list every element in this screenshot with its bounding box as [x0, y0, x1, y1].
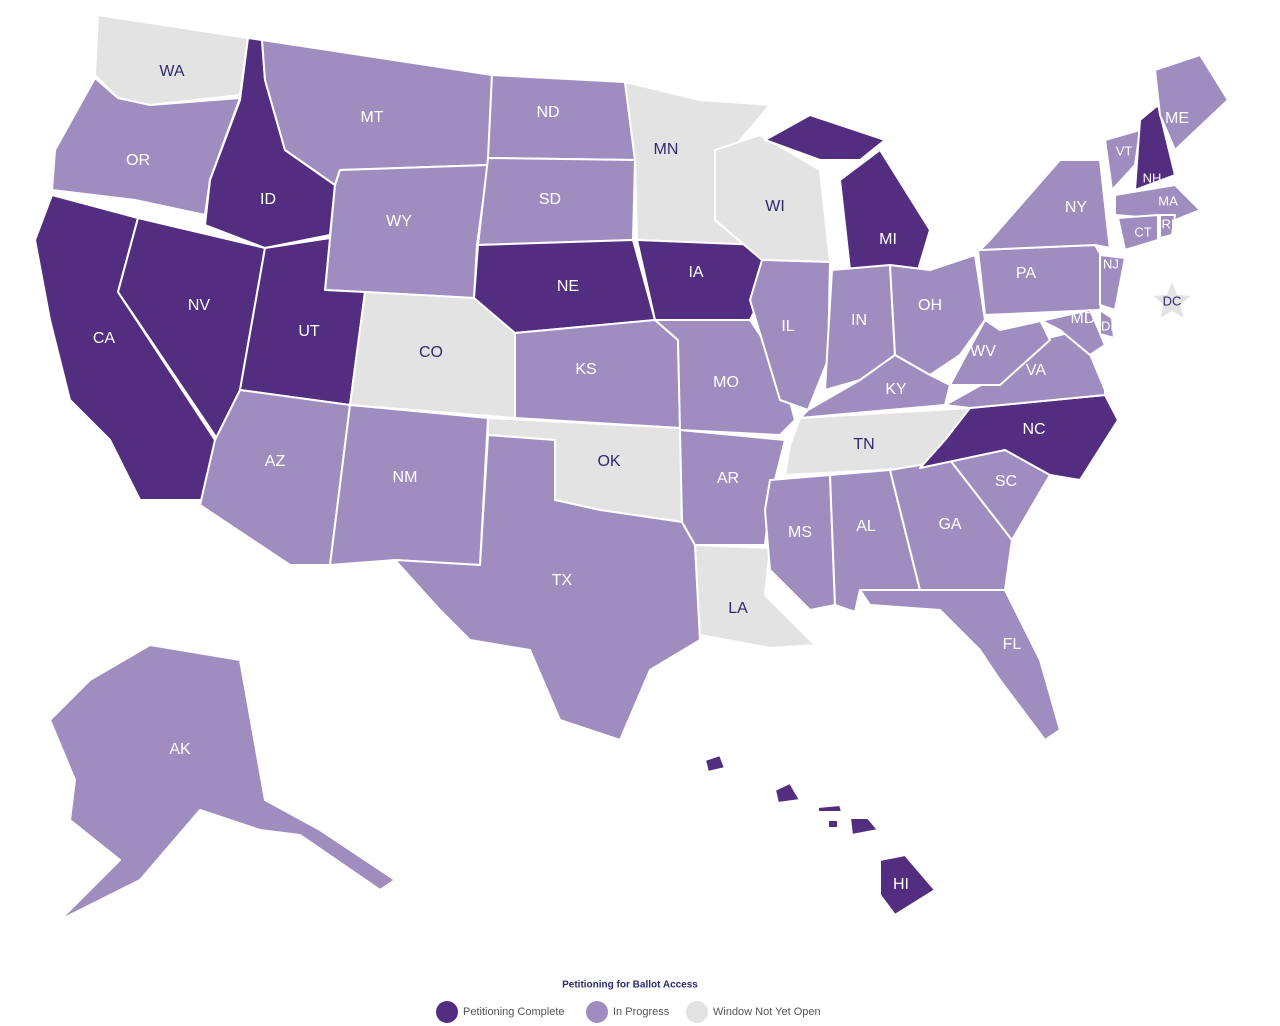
state-shape	[977, 244, 1111, 316]
state-label: CA	[93, 330, 116, 347]
legend-swatch	[586, 1001, 608, 1023]
state-label: AZ	[265, 453, 286, 470]
legend-label: Window Not Yet Open	[713, 1006, 821, 1018]
state-label: MT	[360, 109, 383, 126]
state-label: TX	[552, 572, 573, 589]
legend-title: Petitioning for Ballot Access	[562, 980, 698, 991]
state-label: TN	[853, 436, 874, 453]
state-shape	[1104, 129, 1141, 191]
state-shape	[817, 804, 843, 813]
legend-swatch	[686, 1001, 708, 1023]
state-label: GA	[938, 516, 961, 533]
state-label: KS	[575, 361, 596, 378]
state-shape	[1117, 214, 1159, 251]
state-label: NC	[1022, 421, 1045, 438]
state-shape	[919, 394, 1119, 481]
state-shape	[879, 854, 936, 916]
state-label: ID	[260, 191, 276, 208]
state-label: NY	[1065, 199, 1088, 216]
state-label: WY	[386, 213, 412, 230]
legend-label: In Progress	[613, 1006, 670, 1018]
state-shape	[1099, 254, 1126, 311]
state-label: WA	[159, 63, 185, 80]
state-shape	[827, 819, 839, 829]
state-shape	[1150, 279, 1194, 321]
state-label: VT	[1116, 143, 1133, 158]
state-label: KY	[885, 381, 907, 398]
state-shape	[764, 114, 886, 161]
state-label: HI	[893, 876, 909, 893]
state-label: AK	[169, 741, 191, 758]
state-shape	[49, 644, 396, 921]
states	[34, 14, 1229, 921]
state-label: WI	[765, 198, 785, 215]
legend-label: Petitioning Complete	[463, 1006, 565, 1018]
state-label: LA	[728, 600, 748, 617]
state-label: NM	[393, 469, 418, 486]
legend: Petitioning Complete In Progress Window No…	[436, 1001, 821, 1023]
state-label: PA	[1016, 265, 1036, 282]
state-label: OR	[126, 152, 150, 169]
state-label: UT	[298, 323, 320, 340]
state-shape	[1154, 54, 1229, 151]
state-label: AR	[717, 470, 739, 487]
state-label: RI	[1162, 216, 1175, 231]
state-label: CO	[419, 344, 443, 361]
state-label: MI	[879, 231, 897, 248]
state-shape	[1114, 184, 1201, 221]
state-label: NE	[557, 278, 579, 295]
state-shape	[859, 589, 1061, 741]
state-label: MD	[1071, 310, 1096, 327]
state-label: VA	[1026, 362, 1046, 379]
state-label: DE	[1101, 318, 1119, 333]
state-shape	[1134, 104, 1176, 191]
state-label: NH	[1143, 170, 1162, 185]
state-label: FL	[1003, 636, 1022, 653]
state-shape	[654, 319, 796, 436]
state-label: IL	[781, 318, 794, 335]
state-label: MS	[788, 524, 812, 541]
state-label: SD	[539, 191, 561, 208]
state-label: WV	[970, 343, 996, 360]
state-shape	[394, 434, 701, 741]
state-shape	[979, 159, 1121, 251]
state-label: ME	[1165, 110, 1189, 127]
state-label: OK	[597, 453, 620, 470]
state-label: ND	[536, 104, 559, 121]
state-label: MA	[1158, 193, 1178, 208]
labels: WA OR CA NV ID MT WY UT CO AZ NM ND SD NE KS OK TX MN IA MO…	[93, 63, 1189, 893]
state-label: IA	[688, 264, 703, 281]
state-label: MO	[713, 374, 739, 391]
state-shape	[839, 149, 931, 271]
state-shape	[514, 319, 681, 429]
state-shape	[849, 817, 879, 836]
state-shape	[774, 782, 801, 804]
state-label: AL	[856, 518, 876, 535]
state-shape	[999, 309, 1106, 356]
legend-swatch	[436, 1001, 458, 1023]
state-shape	[324, 164, 489, 299]
state-label: NV	[188, 297, 211, 314]
state-shape	[704, 754, 726, 773]
state-label: CT	[1134, 224, 1151, 239]
state-label: SC	[995, 473, 1017, 490]
state-label: IN	[851, 312, 867, 329]
state-label: OH	[918, 297, 942, 314]
state-label: NJ	[1103, 256, 1119, 271]
state-shape	[764, 474, 836, 611]
state-shape	[1099, 309, 1115, 339]
state-shape	[94, 14, 249, 106]
state-label: MN	[654, 141, 679, 158]
state-label: DC	[1163, 293, 1182, 308]
state-shape	[1159, 214, 1176, 239]
state-shape	[679, 429, 786, 546]
state-shape	[487, 74, 636, 161]
state-shape	[749, 259, 831, 411]
